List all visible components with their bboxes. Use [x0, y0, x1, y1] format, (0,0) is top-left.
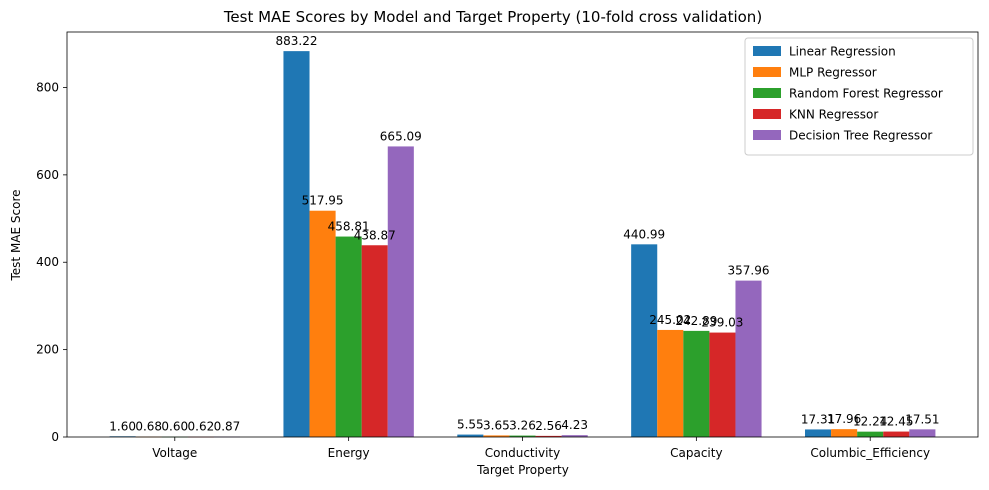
chart-title: Test MAE Scores by Model and Target Prop…	[223, 8, 762, 26]
legend-swatch-3	[753, 88, 781, 98]
data-label-5-4: 357.96	[728, 264, 770, 278]
y-axis-label: Test MAE Score	[9, 189, 23, 281]
data-label-1-3: 5.55	[457, 418, 484, 432]
data-label-4-3: 2.56	[535, 419, 562, 433]
bar-2-3	[483, 435, 510, 437]
data-label-2-2: 517.95	[302, 194, 344, 208]
axes-group: 0 200 400 600 800 Voltage Energy Conductivity Ca…	[36, 31, 979, 460]
data-label-3-2: 458.81	[328, 220, 370, 234]
data-label-4-4: 239.03	[701, 316, 743, 330]
bar-2-4	[657, 329, 684, 437]
bar-1-4	[631, 244, 658, 437]
bar-5-2	[387, 146, 414, 437]
legend-swatch-4	[753, 109, 781, 119]
bar-3-2	[335, 236, 362, 437]
bar-2-2	[309, 210, 336, 437]
bar-5-3	[561, 435, 588, 437]
legend-swatch-2	[753, 67, 781, 77]
data-label-3-1: 0.60	[161, 420, 188, 434]
bar-5-5	[909, 429, 936, 437]
bar-3-4	[683, 330, 710, 437]
data-labels-group: 1.60 0.68 0.60 0.62 0.87 883.22 517.95 458.8143…	[109, 34, 939, 434]
data-label-4-2: 438.87	[354, 228, 396, 242]
legend-label-4: KNN Regressor	[789, 108, 878, 122]
data-label-5-1: 0.87	[214, 420, 241, 434]
y-tick-label-2: 200	[36, 343, 59, 357]
y-tick-label-1: 0	[51, 430, 59, 444]
data-label-3-5: 12.24	[853, 415, 887, 429]
data-label-2-5: 17.96	[827, 412, 861, 426]
data-label-4-5: 12.45	[879, 415, 913, 429]
bar-4-2	[361, 245, 388, 437]
x-tick-label-1: Voltage	[152, 446, 197, 460]
y-tick-label-4: 600	[36, 168, 59, 182]
data-label-4-1: 0.62	[188, 420, 215, 434]
bar-4-3	[535, 435, 562, 437]
data-label-2-1: 0.68	[135, 420, 162, 434]
legend-label-1: Linear Regression	[789, 45, 896, 59]
bar-5-4	[735, 280, 762, 437]
legend-label-3: Random Forest Regressor	[789, 87, 943, 101]
legend-swatch-5	[753, 130, 781, 140]
legend-box	[744, 37, 974, 156]
x-tick-label-5: Columbic_Efficiency	[810, 446, 930, 460]
legend-label-5: Decision Tree Regressor	[789, 129, 932, 143]
bar-3-5	[857, 431, 884, 437]
bar-4-5	[883, 431, 910, 437]
bar-3-3	[509, 435, 536, 437]
data-label-1-4: 440.99	[623, 227, 665, 241]
y-tick-label-3: 400	[36, 255, 59, 269]
legend: Linear Regression MLP Regressor Random For…	[744, 37, 974, 156]
x-axis-label: Target Property	[476, 463, 569, 477]
bar-1-2	[283, 51, 310, 437]
data-label-3-4: 242.89	[675, 314, 717, 328]
legend-label-2: MLP Regressor	[789, 66, 877, 80]
x-tick-label-3: Conductivity	[485, 446, 560, 460]
legend-swatch-1	[753, 46, 781, 56]
x-tick-label-4: Capacity	[670, 446, 722, 460]
y-tick-label-5: 800	[36, 80, 59, 94]
bar-1-3	[457, 434, 484, 437]
bar-4-4	[709, 332, 736, 437]
data-label-2-4: 245.02	[649, 313, 691, 327]
data-label-5-2: 665.09	[380, 129, 422, 143]
bars-group	[109, 51, 936, 438]
bar-2-5	[831, 429, 858, 437]
data-label-1-2: 883.22	[275, 34, 317, 48]
data-label-5-3: 4.23	[561, 418, 588, 432]
data-label-1-5: 17.31	[801, 412, 835, 426]
x-tick-label-2: Energy	[328, 446, 370, 460]
data-label-3-3: 3.26	[509, 419, 536, 433]
data-label-2-3: 3.65	[483, 418, 510, 432]
data-label-5-5: 17.51	[905, 412, 939, 426]
bar-1-5	[805, 429, 832, 437]
data-label-1-1: 1.60	[109, 419, 136, 433]
